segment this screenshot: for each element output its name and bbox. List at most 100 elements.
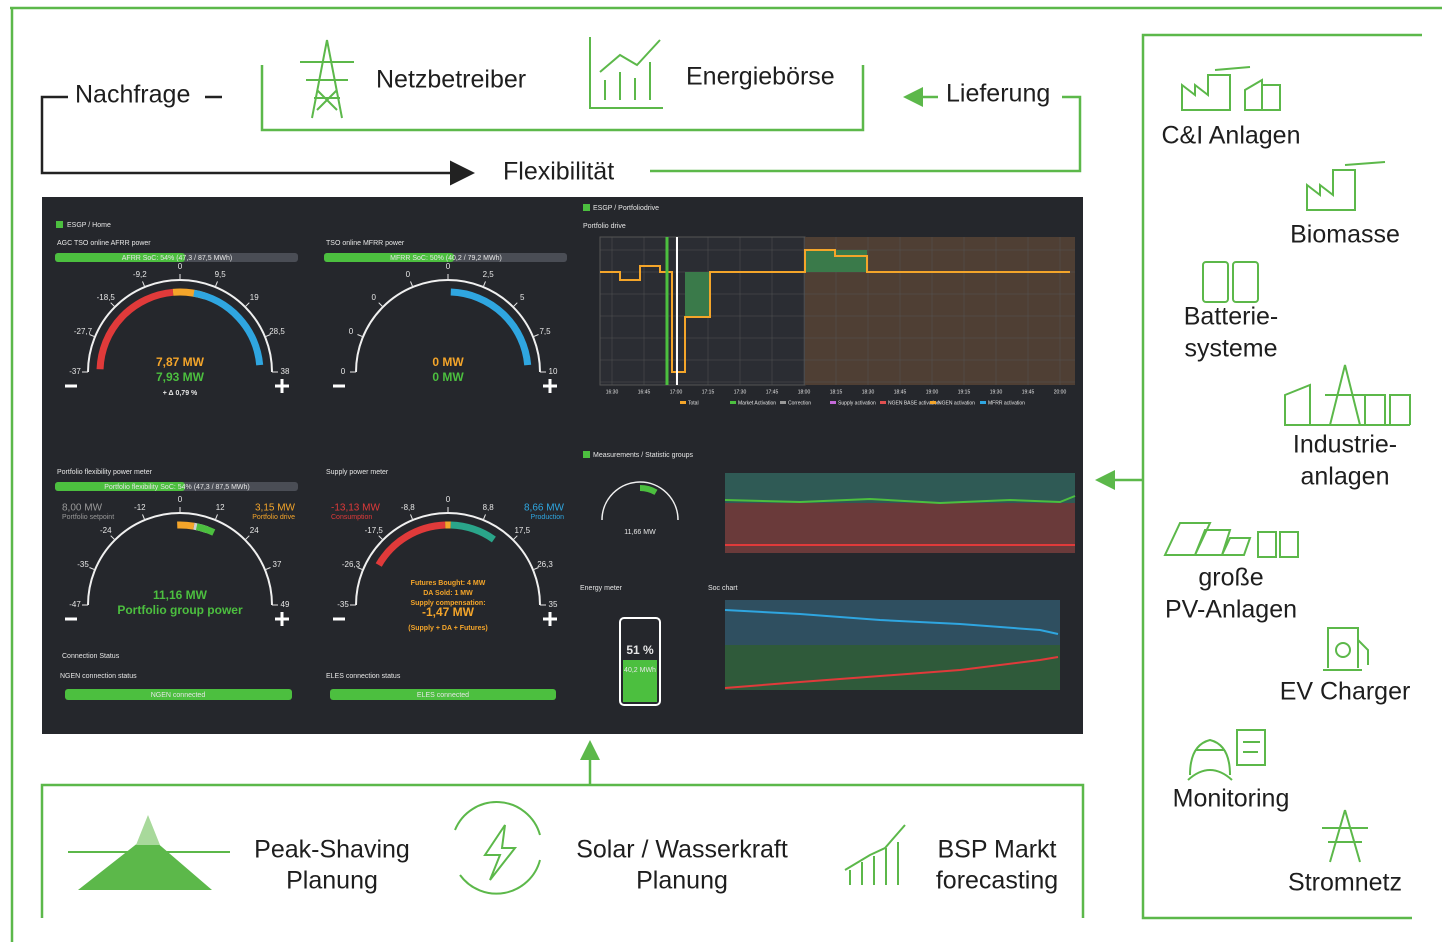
dash-text: 28,5 [269,327,285,336]
dash-text: -18,5 [97,293,116,302]
dash-text: 0 MW [432,370,464,384]
dash-text: 12 [216,503,225,512]
marker [583,451,590,458]
legend-swatch [830,401,836,404]
demand-label: Nachfrage [75,81,190,109]
dash-text: -24 [100,526,112,535]
dash-text: 49 [281,600,290,609]
dash-text: -37 [69,367,81,376]
dash-text: Correction [788,400,811,406]
legend-swatch [680,401,686,404]
legend-swatch [980,401,986,404]
dash-text: -13,13 MW [331,503,380,514]
dash-text: Portfolio group power [117,603,243,617]
dash-text: AGC TSO online AFRR power [57,240,151,247]
dash-text: 8,00 MW [62,503,103,514]
dash-text: Portfolio drive [583,223,626,230]
dash-text: Total [688,400,699,406]
dash-text: 11,66 MW [624,529,656,536]
dash-text: 16:45 [638,389,651,395]
planning-label: Planung [636,867,728,895]
dash-text: ESGP / Portfoliodrive [593,205,659,212]
dash-text: 26,3 [537,560,553,569]
flex-label: Flexibilität [503,158,614,186]
source-label: PV-Anlagen [1165,596,1297,624]
dash-text: -47 [69,600,81,609]
dash-text: 0 [446,262,451,271]
source-label: Monitoring [1173,785,1290,813]
chart-bg [725,600,1060,645]
planning-label: Solar / Wasserkraft [576,836,788,864]
dash-text: NGEN connection status [60,673,137,680]
dash-text: 0 MW [432,355,464,369]
legend-swatch [930,401,936,404]
dash-text: -26,3 [342,560,361,569]
legend-swatch [780,401,786,404]
legend-swatch [880,401,886,404]
dash-text: 16:30 [606,389,619,395]
dash-text: 17:00 [670,389,683,395]
dash-text: Production [531,514,565,521]
planning-label: Peak-Shaving [254,836,410,864]
dash-text: 19:15 [958,389,971,395]
dash-text: 0 [372,293,377,302]
source-label: Stromnetz [1288,869,1402,897]
chart-bg [725,473,1075,503]
dash-text: AFRR SoC: 54% (47,3 / 87,5 MWh) [122,255,232,262]
dash-text: 18:15 [830,389,843,395]
infographic: ESGP / HomeESGP / PortfoliodrivePortfoli… [0,0,1442,942]
source-label: Industrie- [1293,431,1397,459]
planning-label: forecasting [936,867,1058,895]
exchange-label: Energiebörse [686,63,835,91]
dash-text: Consumption [331,514,372,521]
dash-text: 19:45 [1022,389,1035,395]
dash-text: 0 [178,262,183,271]
source-label: große [1198,564,1263,592]
dash-text: 0 [349,327,354,336]
dash-text: 5 [520,293,525,302]
area [685,272,710,317]
dash-text: 37 [273,560,282,569]
source-label: anlagen [1301,463,1390,491]
planning-label: BSP Markt [937,836,1056,864]
dash-text: 51 % [626,643,654,657]
dash-text: -27,7 [74,327,93,336]
dash-text: DA Sold: 1 MW [423,590,473,597]
dash-text: 0 [341,367,346,376]
dash-text: Supply power meter [326,469,389,476]
dash-text: 9,5 [215,270,227,279]
dash-text: 24 [250,526,259,535]
dash-text: 10 [549,367,558,376]
dash-text: 18:45 [894,389,907,395]
dash-text: + Δ 0,79 % [163,390,198,397]
dash-text: -35 [337,600,349,609]
dash-text: Energy meter [580,585,623,592]
dash-text: 35 [549,600,558,609]
dash-text: NGEN connected [151,692,206,699]
dash-text: NGEN activation [938,400,975,406]
dash-text: 7,5 [539,327,551,336]
dash-text: -9,2 [133,270,147,279]
dash-text: -1,47 MW [422,605,475,619]
source-label: Batterie- [1184,303,1278,331]
gauge-arc [177,525,194,526]
delivery-label: Lieferung [946,80,1050,108]
dash-text: 17:45 [766,389,779,395]
source-label: Biomasse [1290,221,1400,249]
dash-text: 17:30 [734,389,747,395]
planning-label: Planung [286,867,378,895]
dash-text: 40,2 MWh [624,667,656,674]
dash-text: 8,66 MW [524,503,565,514]
dash-text: 18:30 [862,389,875,395]
dash-text: MFRR SoC: 50% (40,2 / 79,2 MWh) [390,255,502,262]
dash-text: 3,15 MW [255,503,296,514]
dash-text: 2,5 [483,270,495,279]
dash-text: 17:15 [702,389,715,395]
dash-text: -12 [134,503,146,512]
dash-text: 7,87 MW [156,355,205,369]
dash-text: 11,16 MW [153,588,208,602]
source-label: C&I Anlagen [1162,122,1301,150]
source-label: systeme [1184,335,1277,363]
dash-text: (Supply + DA + Futures) [408,625,487,632]
dash-text: 19:30 [990,389,1003,395]
